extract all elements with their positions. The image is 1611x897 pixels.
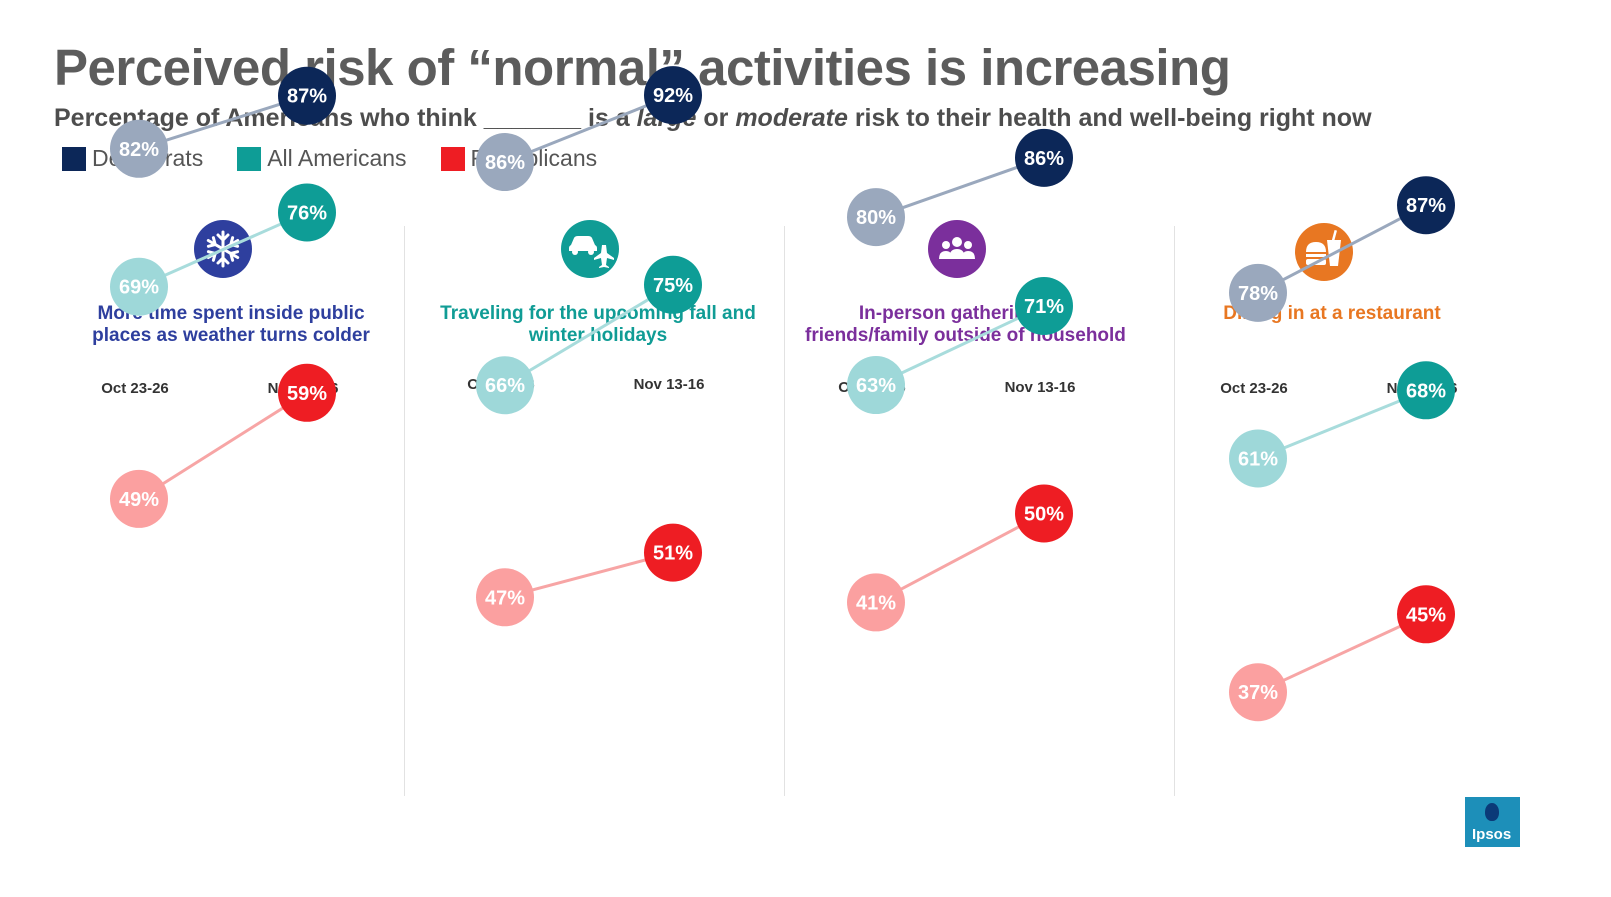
data-label: 51% bbox=[653, 543, 693, 565]
chart-title: Perceived risk of “normal” activities is… bbox=[54, 39, 1231, 96]
data-point bbox=[1015, 128, 1073, 187]
panel-title-line: winter holidays bbox=[528, 325, 668, 346]
data-point bbox=[847, 188, 905, 247]
data-point bbox=[644, 66, 702, 125]
legend-swatch-democrats bbox=[62, 146, 86, 171]
group-icon bbox=[928, 220, 986, 278]
panel-title-line: More time spent inside public bbox=[97, 303, 365, 324]
legend-swatch-republicans bbox=[440, 146, 465, 171]
period-label: Oct 23-26 bbox=[101, 380, 169, 397]
data-point bbox=[110, 257, 168, 316]
data-label: 37% bbox=[1238, 682, 1278, 704]
data-label: 68% bbox=[1406, 380, 1446, 402]
slope-line bbox=[1257, 612, 1427, 694]
data-point bbox=[1015, 484, 1073, 543]
slope-line bbox=[504, 93, 674, 164]
data-point bbox=[1229, 663, 1287, 722]
slope-line bbox=[1257, 203, 1427, 295]
data-label: 82% bbox=[119, 139, 159, 161]
period-label: Oct 23-26 bbox=[1220, 380, 1288, 397]
data-point bbox=[278, 66, 336, 125]
data-point bbox=[847, 356, 905, 415]
data-point bbox=[1397, 176, 1455, 235]
slope-line bbox=[138, 94, 308, 151]
data-label: 66% bbox=[485, 375, 525, 397]
slope-line bbox=[875, 304, 1045, 387]
data-point bbox=[1229, 263, 1287, 322]
subtitle-rest: risk to their health and well-being righ… bbox=[847, 104, 1372, 132]
chart-marks: Oct 23-26 Nov 13-16 82% 87% 69% 76% 49% 59% Oct … bbox=[101, 66, 1457, 722]
logo-mark-icon bbox=[1485, 803, 1499, 821]
data-point bbox=[476, 356, 534, 415]
slope-line bbox=[875, 512, 1045, 604]
legend-swatch-all-americans bbox=[237, 146, 262, 171]
legend-label-all-americans: All Americans bbox=[267, 145, 407, 171]
slope-line bbox=[138, 211, 308, 289]
logo-text: Ipsos bbox=[1472, 826, 1512, 843]
data-point bbox=[476, 568, 534, 627]
data-point bbox=[1397, 585, 1455, 644]
data-label: 69% bbox=[119, 277, 159, 299]
data-point bbox=[278, 183, 336, 242]
subtitle-or: or bbox=[696, 104, 736, 132]
data-label: 87% bbox=[287, 86, 327, 108]
data-point bbox=[110, 119, 168, 178]
legend-item-all-americans: All Americans bbox=[237, 145, 407, 172]
data-label: 47% bbox=[485, 587, 525, 609]
panel-title-indoor: More time spent inside public places as … bbox=[71, 303, 391, 347]
data-point bbox=[847, 573, 905, 632]
data-label: 78% bbox=[1238, 283, 1278, 305]
data-point bbox=[110, 469, 168, 528]
period-label: Nov 13-16 bbox=[1005, 379, 1076, 396]
chart-subtitle: Percentage of Americans who think ______… bbox=[54, 104, 1372, 133]
data-label: 49% bbox=[119, 489, 159, 511]
slope-line bbox=[504, 283, 674, 387]
car-plane-icon bbox=[561, 220, 619, 278]
data-point bbox=[644, 255, 702, 314]
data-label: 80% bbox=[856, 207, 896, 229]
panel-divider bbox=[784, 226, 785, 796]
data-label: 71% bbox=[1024, 296, 1064, 318]
data-point bbox=[1229, 429, 1287, 488]
data-point bbox=[1397, 361, 1455, 420]
data-label: 41% bbox=[856, 592, 896, 614]
data-label: 63% bbox=[856, 375, 896, 397]
slope-line bbox=[138, 391, 308, 501]
period-label: Nov 13-16 bbox=[634, 376, 705, 393]
slope-line bbox=[1257, 388, 1427, 460]
panel-divider bbox=[1174, 226, 1175, 796]
food-icon bbox=[1295, 223, 1353, 281]
data-label: 92% bbox=[653, 85, 693, 107]
data-point bbox=[278, 363, 336, 422]
ipsos-logo: Ipsos bbox=[1465, 797, 1520, 847]
data-label: 45% bbox=[1406, 604, 1446, 626]
data-label: 50% bbox=[1024, 504, 1064, 526]
panel-divider bbox=[404, 226, 405, 796]
data-label: 86% bbox=[1024, 148, 1064, 170]
data-label: 87% bbox=[1406, 195, 1446, 217]
data-label: 61% bbox=[1238, 448, 1278, 470]
data-point bbox=[1015, 277, 1073, 336]
subtitle-moderate: moderate bbox=[735, 104, 848, 132]
data-point bbox=[644, 523, 702, 582]
data-point bbox=[476, 133, 534, 192]
panel-title-line: places as weather turns colder bbox=[92, 325, 370, 346]
slope-line bbox=[875, 156, 1045, 219]
data-label: 59% bbox=[287, 383, 327, 405]
data-label: 86% bbox=[485, 152, 525, 174]
data-label: 75% bbox=[653, 275, 693, 297]
data-label: 76% bbox=[287, 202, 327, 224]
